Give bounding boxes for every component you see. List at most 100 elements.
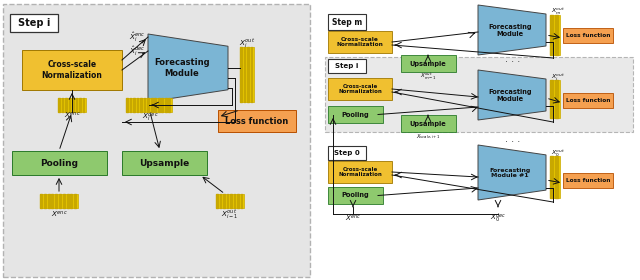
Bar [154,98,156,112]
Text: Forecasting
Module #1: Forecasting Module #1 [490,168,531,178]
Text: Upsample: Upsample [410,60,446,67]
Polygon shape [478,5,546,55]
Text: Forecasting
Module: Forecasting Module [154,58,209,78]
Bar [61,98,63,112]
Bar [79,98,81,112]
Text: $X^{enc}$: $X^{enc}$ [51,209,67,219]
Bar [10,14,58,32]
Text: Loss function: Loss function [566,98,611,103]
Bar [325,57,633,132]
Text: $X_i^{out}$: $X_i^{out}$ [239,36,255,48]
Bar [165,98,166,112]
Bar [70,194,72,208]
Bar [240,47,254,102]
Text: Cross-scale
Normalization: Cross-scale Normalization [338,167,382,178]
Bar [218,110,296,132]
Bar [250,47,252,102]
Bar [51,194,53,208]
Bar [550,156,552,198]
Bar [129,98,131,112]
Bar [216,194,218,208]
Text: $X_{i-1}^{out}$: $X_{i-1}^{out}$ [221,207,239,221]
Bar [168,98,170,112]
Bar [63,194,65,208]
Bar [223,194,225,208]
Bar [234,194,236,208]
Bar [240,47,242,102]
Bar [72,98,74,112]
Bar [76,98,77,112]
Text: Step m: Step m [332,18,362,27]
Bar [40,194,78,208]
Bar [555,80,557,118]
Bar [12,151,107,175]
Text: Forecasting
Module: Forecasting Module [488,24,532,36]
Text: $X_{m-1}^{out}$: $X_{m-1}^{out}$ [420,72,436,82]
Bar [44,194,45,208]
Bar [241,194,243,208]
Text: Forecasting
Module: Forecasting Module [488,88,532,102]
Text: $X_{scale,i+1}$: $X_{scale,i+1}$ [415,133,440,141]
Bar [122,151,207,175]
Bar [243,47,245,102]
Bar [158,98,159,112]
Polygon shape [478,145,546,200]
Bar [144,98,145,112]
Bar [328,14,366,30]
Bar [230,194,232,208]
Text: · · ·: · · · [506,137,520,147]
Bar [83,98,84,112]
Bar [563,173,613,188]
Text: $\hat{X}_i^{enc}$: $\hat{X}_i^{enc}$ [129,30,145,44]
Bar [65,98,67,112]
Text: $X_0^{dec}$: $X_0^{dec}$ [490,211,506,225]
Bar [328,146,366,160]
Bar [401,115,456,132]
Bar [328,78,392,100]
Bar [136,98,138,112]
Bar [550,15,560,55]
Text: $X_m^{out}$: $X_m^{out}$ [551,7,565,17]
Bar [3,4,310,277]
Text: $X_i^{enc}$: $X_i^{enc}$ [63,111,81,123]
Bar [550,80,560,118]
Bar [55,194,57,208]
Bar [126,98,172,112]
Bar [151,98,152,112]
Bar [216,194,244,208]
Text: Cross-scale
Normalization: Cross-scale Normalization [338,84,382,94]
Bar [328,106,383,123]
Text: Pooling: Pooling [341,193,369,199]
Text: · · ·: · · · [506,57,520,67]
Text: Step 0: Step 0 [334,150,360,156]
Text: $X^{enc}$: $X^{enc}$ [345,213,361,223]
Text: Step i: Step i [18,18,50,28]
Bar [22,50,122,90]
Bar [237,194,239,208]
Bar [555,156,557,198]
Bar [74,194,76,208]
Bar [563,93,613,108]
Bar [161,98,163,112]
Bar [227,194,228,208]
Bar [555,15,557,55]
Bar [140,98,142,112]
Text: Upsample: Upsample [139,158,189,167]
Polygon shape [478,70,546,120]
Bar [328,59,366,73]
Bar [67,194,68,208]
Text: Upsample: Upsample [410,120,446,127]
Text: Loss function: Loss function [566,178,611,183]
Bar [328,161,392,183]
Bar [40,194,42,208]
Bar [550,80,552,118]
Polygon shape [148,34,228,102]
Bar [147,98,149,112]
Text: Cross-scale
Normalization: Cross-scale Normalization [337,37,383,47]
Bar [550,156,560,198]
Bar [563,28,613,43]
Text: Pooling: Pooling [341,111,369,118]
Text: $X_i^{out}$: $X_i^{out}$ [551,73,565,83]
Bar [328,31,392,53]
Bar [401,55,456,72]
